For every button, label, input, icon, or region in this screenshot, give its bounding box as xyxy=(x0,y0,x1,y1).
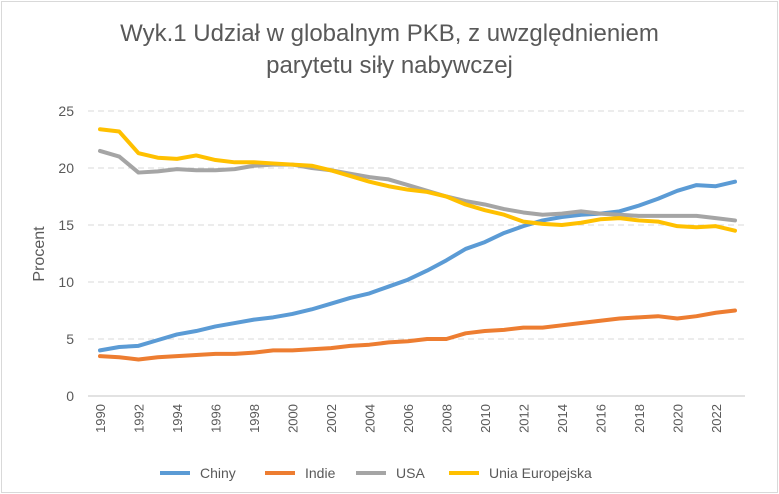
series-line-indie xyxy=(98,308,737,362)
x-tick-label: 1996 xyxy=(208,404,223,433)
x-tick-label: 2010 xyxy=(478,404,493,433)
x-tick-label: 1992 xyxy=(131,404,146,433)
y-axis-label: Procent xyxy=(31,226,48,282)
x-tick-label: 1990 xyxy=(93,404,108,433)
x-tick-label: 2018 xyxy=(632,404,647,433)
series-line-unia-europejska xyxy=(98,127,737,233)
x-tick-label: 2002 xyxy=(324,404,339,433)
series-line-usa xyxy=(98,148,737,223)
series-line-chiny xyxy=(98,179,737,353)
y-tick-label: 0 xyxy=(66,388,74,404)
y-tick-label: 20 xyxy=(58,160,74,176)
y-tick-label: 25 xyxy=(58,103,74,119)
x-tick-label: 2014 xyxy=(555,404,570,433)
x-tick-label: 2000 xyxy=(285,404,300,433)
x-tick-label: 1994 xyxy=(170,404,185,433)
y-tick-label: 5 xyxy=(66,331,74,347)
x-tick-label: 2022 xyxy=(709,404,724,433)
legend-label: USA xyxy=(396,465,425,481)
x-tick-label: 2020 xyxy=(670,404,685,433)
legend-label: Indie xyxy=(305,465,336,481)
x-tick-label: 2012 xyxy=(516,404,531,433)
y-tick-label: 10 xyxy=(58,274,74,290)
y-tick-label: 15 xyxy=(58,217,74,233)
x-tick-label: 2006 xyxy=(401,404,416,433)
legend-label: Unia Europejska xyxy=(489,465,592,481)
x-tick-label: 2008 xyxy=(439,404,454,433)
x-tick-label: 2004 xyxy=(362,404,377,433)
chart-title-line1: Wyk.1 Udział w globalnym PKB, z uwzględn… xyxy=(120,20,659,47)
chart-title-line2: parytetu siły nabywczej xyxy=(266,52,513,79)
x-tick-label: 1998 xyxy=(247,404,262,433)
x-tick-label: 2016 xyxy=(593,404,608,433)
legend-label: Chiny xyxy=(200,465,236,481)
chart-title: Wyk.1 Udział w globalnym PKB, z uwzględn… xyxy=(0,18,779,82)
